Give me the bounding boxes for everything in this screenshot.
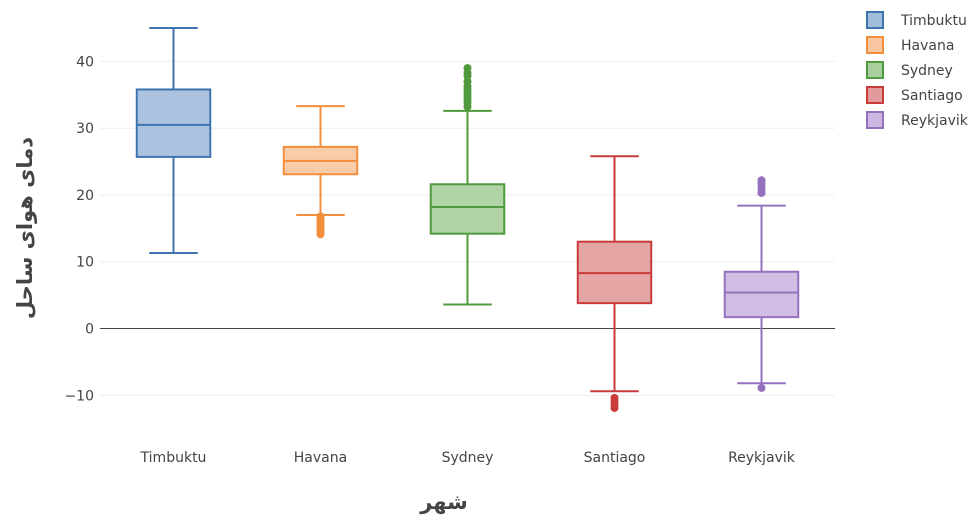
- y-tick-label: 0: [85, 322, 94, 338]
- x-tick-label: Sydney: [442, 450, 494, 466]
- legend-item: Sydney: [866, 61, 953, 79]
- y-tick-label: 40: [76, 54, 94, 70]
- outlier-point: [757, 176, 766, 185]
- x-tick-label: Timbuktu: [140, 450, 207, 466]
- legend-label: Santiago: [901, 88, 963, 104]
- y-axis-ticks: −10 0 10 20 30 40: [64, 54, 94, 404]
- legend-swatch: [866, 86, 884, 104]
- outlier-point: [610, 403, 619, 412]
- legend-label: Sydney: [901, 63, 953, 79]
- y-axis-title: دمای هوای ساحل: [13, 137, 37, 319]
- box-timbuktu: [135, 27, 212, 255]
- box-series: [135, 27, 800, 412]
- legend-item: Havana: [866, 36, 954, 54]
- x-axis-title: شهر: [419, 490, 468, 514]
- legend-label: Timbuktu: [900, 13, 967, 29]
- x-axis-ticks: Timbuktu Havana Sydney Santiago Reykjavik: [140, 450, 796, 466]
- iqr-box: [429, 183, 506, 235]
- box-sydney: [429, 64, 506, 306]
- legend-item: Timbuktu: [866, 11, 967, 29]
- y-tick-label: 30: [76, 121, 94, 137]
- legend: Timbuktu Havana Sydney Santiago Reykjavik: [866, 11, 969, 129]
- legend-label: Havana: [901, 38, 954, 54]
- box-santiago: [576, 155, 653, 412]
- y-tick-label: 10: [76, 255, 94, 271]
- legend-swatch: [866, 11, 884, 29]
- legend-label: Reykjavik: [901, 113, 969, 129]
- x-tick-label: Reykjavik: [728, 450, 796, 466]
- iqr-box: [723, 270, 800, 319]
- y-tick-label: −10: [64, 388, 94, 404]
- box-havana: [282, 105, 359, 239]
- legend-swatch: [866, 61, 884, 79]
- legend-swatch: [866, 111, 884, 129]
- iqr-box: [135, 88, 212, 158]
- outlier-point: [757, 383, 766, 392]
- y-tick-label: 20: [76, 188, 94, 204]
- x-tick-label: Havana: [294, 450, 347, 466]
- legend-item: Reykjavik: [866, 111, 969, 129]
- box-reykjavik: [723, 176, 800, 392]
- x-tick-label: Santiago: [584, 450, 646, 466]
- outlier-point: [316, 230, 325, 239]
- outlier-point: [463, 64, 472, 73]
- legend-item: Santiago: [866, 86, 963, 104]
- legend-swatch: [866, 36, 884, 54]
